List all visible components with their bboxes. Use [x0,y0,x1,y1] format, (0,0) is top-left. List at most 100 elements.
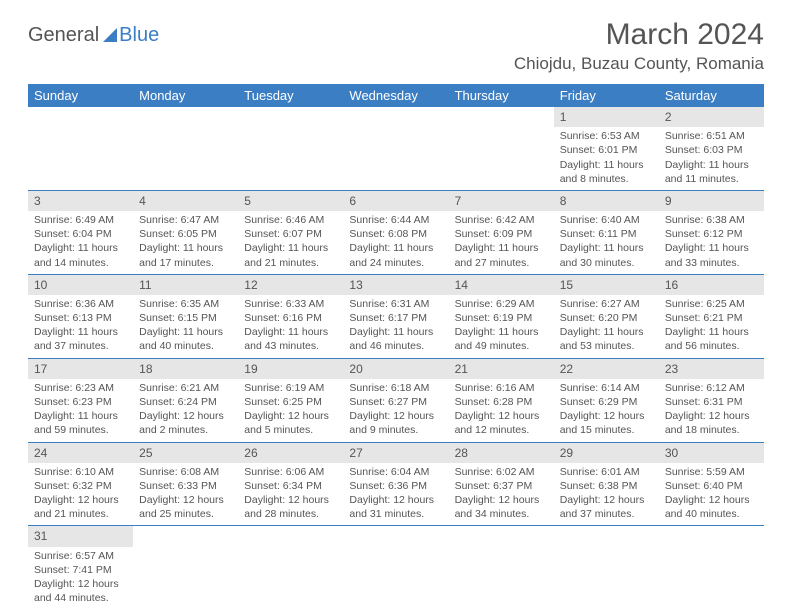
calendar-week: 10Sunrise: 6:36 AMSunset: 6:13 PMDayligh… [28,274,764,358]
day-line-sr: Sunrise: 6:40 AM [560,213,653,227]
day-number: 1 [554,107,659,127]
day-line-d2: and 40 minutes. [139,339,232,353]
calendar-cell: 14Sunrise: 6:29 AMSunset: 6:19 PMDayligh… [449,274,554,358]
calendar-cell: 18Sunrise: 6:21 AMSunset: 6:24 PMDayligh… [133,358,238,442]
sail-icon [103,28,117,42]
calendar-cell: 3 Sunrise: 6:49 AMSunset: 6:04 PMDaylight… [28,190,133,274]
day-number: 29 [554,443,659,463]
calendar-cell: 26Sunrise: 6:06 AMSunset: 6:34 PMDayligh… [238,442,343,526]
day-line-sr: Sunrise: 6:42 AM [455,213,548,227]
day-line-ss: Sunset: 7:41 PM [34,563,127,577]
day-line-d1: Daylight: 12 hours [34,493,127,507]
day-line-sr: Sunrise: 6:29 AM [455,297,548,311]
day-line-d1: Daylight: 12 hours [455,493,548,507]
day-line-ss: Sunset: 6:20 PM [560,311,653,325]
day-line-d2: and 59 minutes. [34,423,127,437]
calendar-cell [28,107,133,190]
day-line-sr: Sunrise: 6:51 AM [665,129,758,143]
day-number: 3 [28,191,133,211]
day-line-ss: Sunset: 6:17 PM [349,311,442,325]
day-line-d1: Daylight: 12 hours [665,493,758,507]
calendar-cell: 10Sunrise: 6:36 AMSunset: 6:13 PMDayligh… [28,274,133,358]
day-line-d2: and 5 minutes. [244,423,337,437]
day-line-ss: Sunset: 6:15 PM [139,311,232,325]
calendar-cell: 12Sunrise: 6:33 AMSunset: 6:16 PMDayligh… [238,274,343,358]
day-line-d1: Daylight: 11 hours [665,325,758,339]
day-line-d2: and 33 minutes. [665,256,758,270]
day-number: 27 [343,443,448,463]
day-line-ss: Sunset: 6:04 PM [34,227,127,241]
calendar-cell: 29Sunrise: 6:01 AMSunset: 6:38 PMDayligh… [554,442,659,526]
day-line-sr: Sunrise: 6:57 AM [34,549,127,563]
day-line-d2: and 25 minutes. [139,507,232,521]
day-number: 19 [238,359,343,379]
day-line-ss: Sunset: 6:21 PM [665,311,758,325]
day-line-d1: Daylight: 12 hours [244,493,337,507]
calendar-cell: 17Sunrise: 6:23 AMSunset: 6:23 PMDayligh… [28,358,133,442]
calendar-cell [133,107,238,190]
day-line-d1: Daylight: 11 hours [560,158,653,172]
day-body: Sunrise: 6:53 AMSunset: 6:01 PMDaylight:… [554,127,659,186]
day-line-sr: Sunrise: 6:18 AM [349,381,442,395]
day-body: Sunrise: 6:47 AMSunset: 6:05 PMDaylight:… [133,211,238,270]
day-number: 7 [449,191,554,211]
day-number: 25 [133,443,238,463]
day-body: Sunrise: 6:10 AMSunset: 6:32 PMDaylight:… [28,463,133,522]
day-line-d2: and 46 minutes. [349,339,442,353]
calendar-cell: 31Sunrise: 6:57 AMSunset: 7:41 PMDayligh… [28,526,133,609]
day-line-sr: Sunrise: 6:53 AM [560,129,653,143]
day-line-d1: Daylight: 12 hours [139,493,232,507]
day-body: Sunrise: 6:33 AMSunset: 6:16 PMDaylight:… [238,295,343,354]
day-number: 6 [343,191,448,211]
day-line-d1: Daylight: 12 hours [34,577,127,591]
day-number: 12 [238,275,343,295]
day-line-ss: Sunset: 6:08 PM [349,227,442,241]
day-line-d2: and 24 minutes. [349,256,442,270]
day-number: 21 [449,359,554,379]
day-body: Sunrise: 6:19 AMSunset: 6:25 PMDaylight:… [238,379,343,438]
day-header: Saturday [659,84,764,107]
day-line-sr: Sunrise: 6:49 AM [34,213,127,227]
calendar-cell: 8Sunrise: 6:40 AMSunset: 6:11 PMDaylight… [554,190,659,274]
day-number: 9 [659,191,764,211]
day-line-d1: Daylight: 11 hours [349,241,442,255]
calendar-cell [238,107,343,190]
day-line-d1: Daylight: 11 hours [665,241,758,255]
day-line-sr: Sunrise: 6:38 AM [665,213,758,227]
day-number: 5 [238,191,343,211]
day-line-sr: Sunrise: 6:23 AM [34,381,127,395]
day-number: 11 [133,275,238,295]
calendar-cell: 19Sunrise: 6:19 AMSunset: 6:25 PMDayligh… [238,358,343,442]
day-line-d1: Daylight: 11 hours [560,325,653,339]
calendar-table: SundayMondayTuesdayWednesdayThursdayFrid… [28,84,764,609]
day-body: Sunrise: 5:59 AMSunset: 6:40 PMDaylight:… [659,463,764,522]
day-line-d2: and 30 minutes. [560,256,653,270]
day-line-d1: Daylight: 11 hours [139,241,232,255]
day-number: 15 [554,275,659,295]
day-line-ss: Sunset: 6:29 PM [560,395,653,409]
day-header: Wednesday [343,84,448,107]
calendar-cell [449,107,554,190]
day-body: Sunrise: 6:35 AMSunset: 6:15 PMDaylight:… [133,295,238,354]
calendar-cell: 27Sunrise: 6:04 AMSunset: 6:36 PMDayligh… [343,442,448,526]
day-line-d2: and 31 minutes. [349,507,442,521]
day-line-ss: Sunset: 6:28 PM [455,395,548,409]
day-line-d1: Daylight: 12 hours [139,409,232,423]
day-line-d2: and 53 minutes. [560,339,653,353]
day-body: Sunrise: 6:31 AMSunset: 6:17 PMDaylight:… [343,295,448,354]
calendar-week: 17Sunrise: 6:23 AMSunset: 6:23 PMDayligh… [28,358,764,442]
day-line-d2: and 15 minutes. [560,423,653,437]
day-line-ss: Sunset: 6:09 PM [455,227,548,241]
day-line-ss: Sunset: 6:31 PM [665,395,758,409]
logo-text-2: Blue [119,24,159,47]
day-line-sr: Sunrise: 6:44 AM [349,213,442,227]
day-line-d1: Daylight: 11 hours [34,409,127,423]
day-line-d1: Daylight: 11 hours [244,241,337,255]
day-line-ss: Sunset: 6:36 PM [349,479,442,493]
day-line-d1: Daylight: 11 hours [34,241,127,255]
calendar-cell: 20Sunrise: 6:18 AMSunset: 6:27 PMDayligh… [343,358,448,442]
day-line-sr: Sunrise: 6:33 AM [244,297,337,311]
calendar-cell: 24Sunrise: 6:10 AMSunset: 6:32 PMDayligh… [28,442,133,526]
calendar-week: 3Sunrise: 6:49 AMSunset: 6:04 PMDaylight… [28,190,764,274]
day-line-d2: and 12 minutes. [455,423,548,437]
